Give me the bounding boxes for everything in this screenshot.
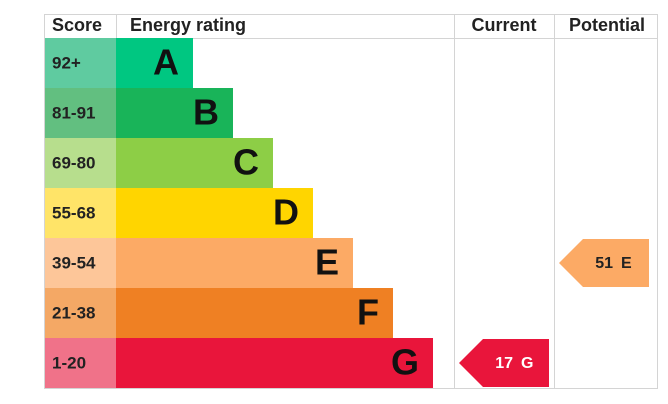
score-cell <box>45 338 116 388</box>
score-range: 69-80 <box>52 153 95 172</box>
rating-letter: A <box>153 42 179 83</box>
score-cell <box>45 88 116 138</box>
rating-letter: E <box>315 242 339 283</box>
potential-arrow <box>559 239 649 287</box>
score-cell <box>45 188 116 238</box>
rating-bar <box>116 138 273 188</box>
score-range: 1-20 <box>52 353 86 372</box>
table-border <box>44 14 658 389</box>
score-range: 92+ <box>52 53 81 72</box>
score-range: 21-38 <box>52 303 95 322</box>
rating-letter: D <box>273 192 299 233</box>
rating-bar <box>116 88 233 138</box>
rating-bar <box>116 338 433 388</box>
header-current: Current <box>471 15 536 35</box>
rating-letter: B <box>193 92 219 133</box>
score-range: 55-68 <box>52 203 95 222</box>
potential-letter: E <box>621 255 632 272</box>
score-cell <box>45 138 116 188</box>
rating-bar <box>116 238 353 288</box>
rating-bar <box>116 288 393 338</box>
score-cell <box>45 288 116 338</box>
header-rating: Energy rating <box>130 15 246 35</box>
current-value: 17 <box>495 355 513 372</box>
score-range: 81-91 <box>52 103 95 122</box>
score-cell <box>45 238 116 288</box>
header-potential: Potential <box>569 15 645 35</box>
current-letter: G <box>521 355 533 372</box>
rating-letter: F <box>357 292 379 333</box>
current-arrow <box>459 339 549 387</box>
rating-bar <box>116 38 193 88</box>
score-range: 39-54 <box>52 253 96 272</box>
score-cell <box>45 38 116 88</box>
header-score: Score <box>52 15 102 35</box>
rating-letter: C <box>233 142 259 183</box>
rating-letter: G <box>391 342 419 383</box>
rating-bar <box>116 188 313 238</box>
table-grid <box>44 14 658 389</box>
potential-value: 51 <box>595 255 613 272</box>
